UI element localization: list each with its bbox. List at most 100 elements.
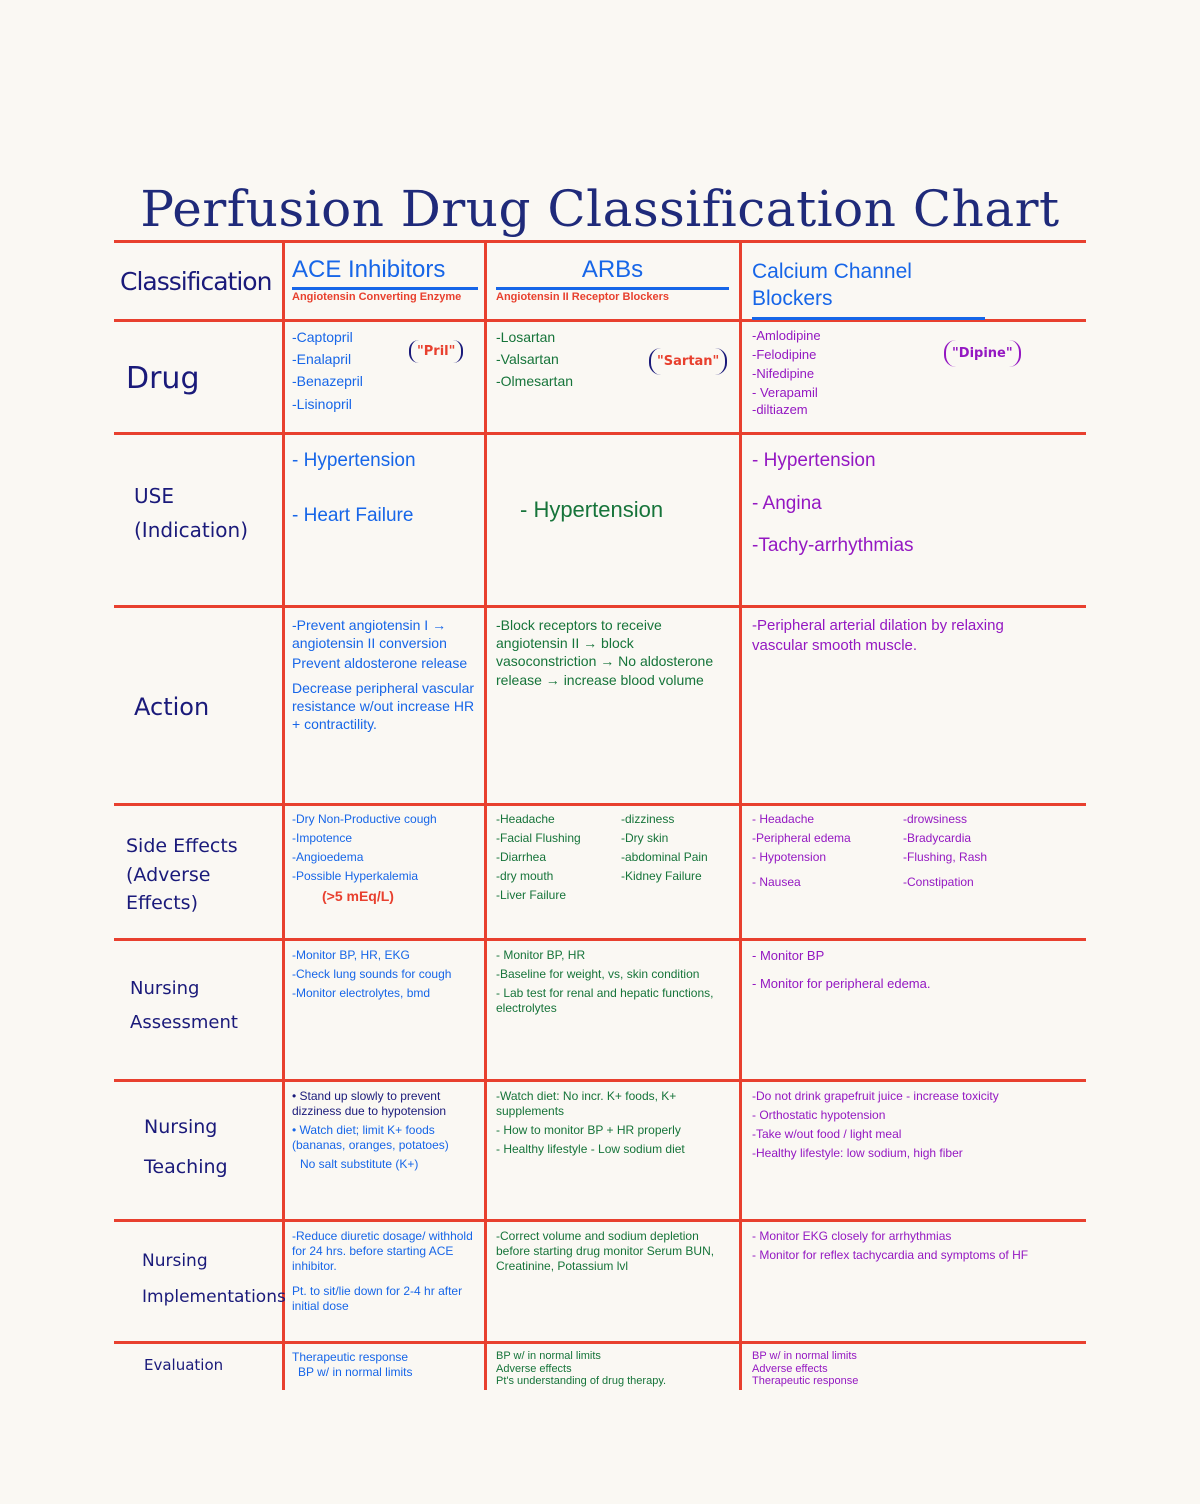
action-item: Prevent aldosterone release (292, 655, 468, 672)
arb-assessment: - Monitor BP, HR -Baseline for weight, v… (490, 944, 738, 1024)
assessment-item: - Lab test for renal and hepatic functio… (496, 986, 714, 1015)
arb-evaluation: BP w/ in normal limits Adverse effects P… (490, 1346, 738, 1392)
row-label-nursing-implementations: Nursing Implementations (142, 1251, 286, 1307)
ace-header: ACE Inhibitors Angiotensin Converting En… (286, 250, 484, 308)
assessment-item: -Monitor BP, HR, EKG (292, 948, 410, 962)
arb-action: -Block receptors to receive angiotensin … (490, 612, 738, 697)
implementation-item: - Monitor for reflex tachycardia and sym… (752, 1248, 1029, 1262)
arb-subtitle: Angiotensin II Receptor Blockers (496, 291, 669, 304)
ace-use: - Hypertension - Heart Failure (286, 445, 482, 536)
ccb-header: Calcium Channel Blockers (746, 254, 991, 324)
side-effect-item: -Kidney Failure (621, 869, 702, 883)
ccb-evaluation: BP w/ in normal limits Adverse effects T… (746, 1346, 1046, 1392)
use-item: - Hypertension (752, 450, 876, 471)
page-title: Perfusion Drug Classification Chart (140, 180, 1060, 238)
ccb-implementations: - Monitor EKG closely for arrhythmias - … (746, 1225, 1066, 1271)
side-effect-item: -Bradycardia (903, 831, 972, 845)
use-item: - Angina (752, 492, 822, 514)
teaching-item: -Healthy lifestyle: low sodium, high fib… (752, 1146, 963, 1160)
side-effect-item: - Nausea (752, 875, 801, 889)
grid-line (114, 938, 1086, 941)
grid-line (114, 1341, 1086, 1344)
teaching-item: - How to monitor BP + HR properly (496, 1123, 681, 1137)
evaluation-item: Adverse effects (752, 1362, 828, 1375)
teaching-item: No salt substitute (K+) (300, 1157, 419, 1171)
ccb-use: - Hypertension - Angina -Tachy-arrhythmi… (746, 445, 986, 567)
grid-line (739, 240, 742, 1390)
ccb-suffix: "Dipine" (944, 340, 1021, 367)
evaluation-item: BP w/ in normal limits (496, 1350, 601, 1362)
drug-classification-table: Classification ACE Inhibitors Angiotensi… (114, 240, 1086, 1390)
side-effect-item: -abdominal Pain (621, 850, 708, 864)
ace-name: ACE Inhibitors (292, 254, 478, 291)
drug-item: -Benazepril (292, 373, 363, 390)
row-label-classification: Classification (120, 267, 272, 296)
row-label-evaluation: Evaluation (144, 1356, 224, 1374)
teaching-item: • Stand up slowly to prevent dizziness d… (292, 1089, 447, 1118)
evaluation-item: Adverse effects (496, 1362, 572, 1375)
drug-item: -diltiazem (752, 401, 808, 417)
side-effect-item: -Angioedema (292, 850, 364, 864)
evaluation-item: Therapeutic response (752, 1375, 859, 1388)
ace-drugs: -Captopril -Enalapril -Benazepril -Lisin… (286, 324, 482, 421)
ace-suffix: "Pril" (409, 340, 464, 363)
drug-item: - Verapamil (752, 384, 818, 400)
grid-line (484, 240, 487, 1390)
row-label-nursing-assessment: Nursing Assessment (130, 978, 238, 1034)
drug-item: -Felodipine (752, 346, 817, 362)
arb-name: ARBs (496, 254, 729, 291)
grid-line (282, 240, 285, 1390)
arb-use: - Hypertension (514, 492, 734, 533)
assessment-item: -Monitor electrolytes, bmd (292, 986, 431, 1000)
teaching-item: -Take w/out food / light meal (752, 1127, 902, 1141)
side-effect-note: (>5 mEq/L) (322, 888, 394, 904)
arb-drugs: -Losartan -Valsartan -Olmesartan (490, 324, 690, 399)
assessment-item: -Check lung sounds for cough (292, 967, 452, 981)
assessment-item: - Monitor BP, HR (496, 948, 586, 962)
use-item: - Hypertension (520, 497, 664, 522)
side-effect-item: -Flushing, Rash (903, 850, 988, 864)
arb-suffix: "Sartan" (649, 348, 728, 375)
teaching-item: - Healthy lifestyle - Low sodium diet (496, 1142, 685, 1156)
side-effect-item: -drowsiness (903, 812, 968, 826)
row-label-drug: Drug (126, 361, 200, 396)
side-effect-item: -Peripheral edema (752, 831, 851, 845)
row-label-action: Action (134, 693, 210, 721)
drug-item: -Lisinopril (292, 395, 352, 412)
drug-item: -Nifedipine (752, 365, 815, 381)
side-effect-item: -Diarrhea (496, 850, 547, 864)
ccb-name: Calcium Channel Blockers (752, 258, 985, 320)
action-item: -Peripheral arterial dilation by relaxin… (752, 617, 1004, 654)
side-effect-item: -Constipation (903, 875, 974, 889)
ccb-drugs: -Amlodipine -Felodipine -Nifedipine - Ve… (746, 324, 946, 422)
ace-assessment: -Monitor BP, HR, EKG -Check lung sounds … (286, 944, 484, 1009)
side-effect-item: -Dry Non-Productive cough (292, 812, 437, 826)
use-item: - Hypertension (292, 450, 416, 471)
ace-teaching: • Stand up slowly to prevent dizziness d… (286, 1085, 484, 1180)
side-effect-item: -Impotence (292, 831, 353, 845)
teaching-item: - Orthostatic hypotension (752, 1108, 886, 1122)
ccb-assessment: - Monitor BP - Monitor for peripheral ed… (746, 944, 1046, 1001)
ccb-action: -Peripheral arterial dilation by relaxin… (746, 612, 1036, 663)
arb-side-effects: -Headache -Facial Flushing -Diarrhea -dr… (490, 808, 738, 911)
ace-side-effects: -Dry Non-Productive cough -Impotence -An… (286, 808, 484, 914)
side-effect-item: - Headache (752, 812, 815, 826)
arb-header: ARBs Angiotensin II Receptor Blockers (490, 250, 735, 308)
side-effect-item: -Liver Failure (496, 888, 567, 902)
side-effect-item: -dry mouth (496, 869, 554, 883)
assessment-item: - Monitor for peripheral edema. (752, 976, 931, 992)
implementation-item: Pt. to sit/lie down for 2-4 hr after ini… (292, 1284, 463, 1313)
side-effect-item: -dizziness (621, 812, 675, 826)
grid-line (114, 432, 1086, 435)
action-item: -Block receptors to receive angiotensin … (496, 617, 714, 688)
arb-implementations: -Correct volume and sodium depletion bef… (490, 1225, 738, 1282)
arb-teaching: -Watch diet: No incr. K+ foods, K+ suppl… (490, 1085, 738, 1165)
assessment-item: -Baseline for weight, vs, skin condition (496, 967, 700, 981)
grid-line (114, 319, 1086, 322)
action-item: Decrease peripheral vascular resistance … (292, 679, 475, 732)
side-effect-item: -Headache (496, 812, 555, 826)
drug-item: -Losartan (496, 329, 556, 345)
ace-evaluation: Therapeutic response BP w/ in normal lim… (286, 1346, 484, 1384)
side-effect-item: -Facial Flushing (496, 831, 581, 845)
use-item: -Tachy-arrhythmias (752, 535, 914, 557)
